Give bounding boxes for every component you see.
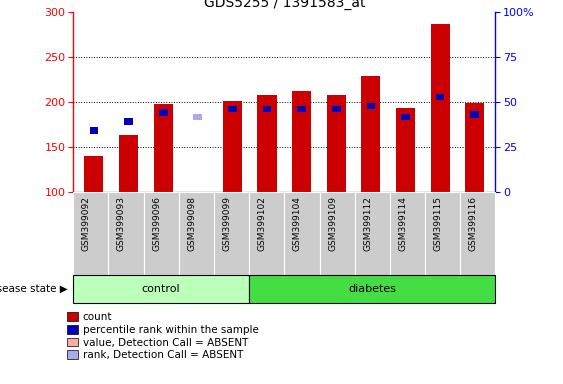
Bar: [431, 24, 450, 192]
Text: GSM399109: GSM399109: [328, 196, 337, 251]
Text: GSM399114: GSM399114: [399, 196, 408, 251]
Bar: [223, 101, 242, 192]
Text: GSM399116: GSM399116: [469, 196, 478, 251]
Bar: [401, 114, 410, 120]
Bar: [320, 192, 355, 275]
Bar: [124, 118, 133, 125]
Bar: [332, 106, 341, 112]
Bar: [327, 96, 346, 192]
Bar: [90, 127, 99, 134]
Bar: [257, 96, 276, 192]
Bar: [297, 106, 306, 112]
Bar: [465, 103, 484, 192]
Bar: [159, 109, 168, 116]
Bar: [355, 192, 390, 275]
Bar: [73, 275, 249, 303]
Text: GSM399099: GSM399099: [222, 196, 231, 251]
Bar: [194, 114, 202, 120]
Text: GSM399112: GSM399112: [363, 196, 372, 251]
Bar: [249, 192, 284, 275]
Text: GSM399102: GSM399102: [258, 196, 267, 251]
Bar: [108, 192, 144, 275]
Text: GSM399104: GSM399104: [293, 196, 302, 251]
Bar: [228, 106, 236, 112]
Title: GDS5255 / 1391583_at: GDS5255 / 1391583_at: [204, 0, 365, 10]
Bar: [425, 192, 461, 275]
Text: GSM399098: GSM399098: [187, 196, 196, 251]
Legend: count, percentile rank within the sample, value, Detection Call = ABSENT, rank, : count, percentile rank within the sample…: [67, 313, 258, 360]
Bar: [144, 192, 179, 275]
Bar: [119, 135, 138, 192]
Bar: [367, 103, 375, 109]
Bar: [361, 76, 381, 192]
Bar: [390, 192, 425, 275]
Text: GSM399093: GSM399093: [117, 196, 126, 251]
Bar: [84, 156, 104, 192]
Text: control: control: [142, 284, 181, 294]
Bar: [73, 192, 108, 275]
Bar: [249, 275, 495, 303]
Text: GSM399092: GSM399092: [82, 196, 91, 251]
Bar: [154, 104, 173, 192]
Bar: [214, 192, 249, 275]
Bar: [396, 108, 415, 192]
Bar: [470, 111, 479, 118]
Bar: [284, 192, 320, 275]
Text: GSM399096: GSM399096: [152, 196, 161, 251]
Bar: [461, 192, 495, 275]
Bar: [436, 94, 444, 100]
Bar: [179, 192, 214, 275]
Text: GSM399115: GSM399115: [434, 196, 443, 251]
Text: disease state ▶: disease state ▶: [0, 284, 68, 294]
Bar: [263, 106, 271, 112]
Bar: [292, 91, 311, 192]
Text: diabetes: diabetes: [348, 284, 396, 294]
